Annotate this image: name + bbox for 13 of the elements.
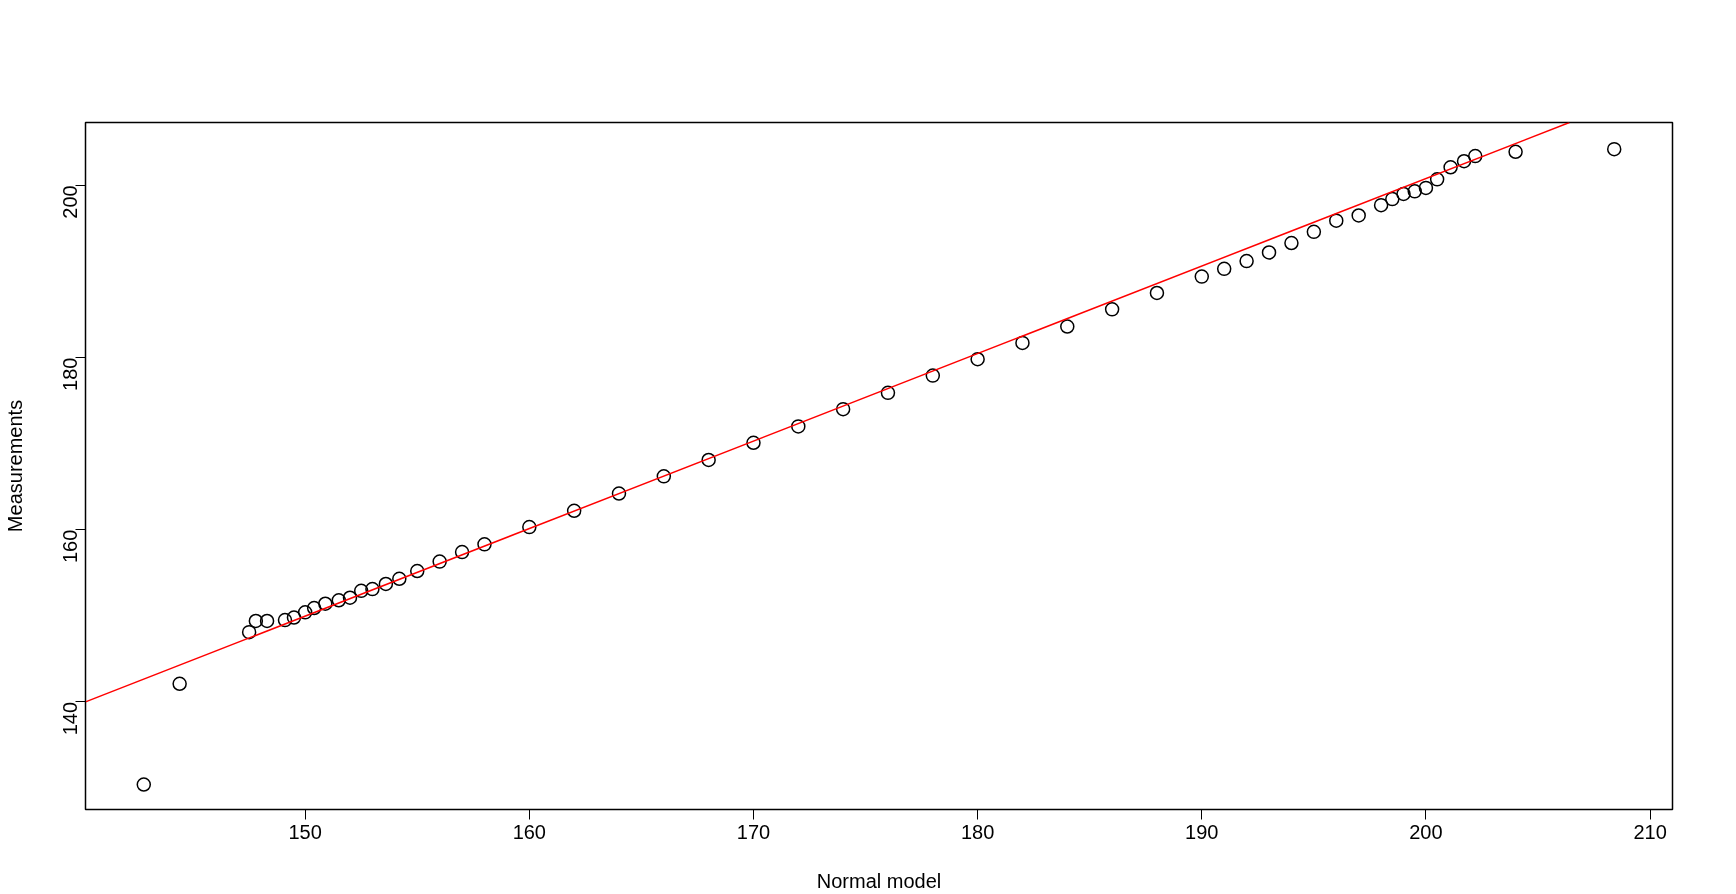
x-tick-label: 150 — [288, 820, 322, 843]
y-tick-label: 140 — [59, 701, 82, 736]
x-tick-label: 160 — [512, 820, 547, 843]
y-tick-label: 160 — [59, 529, 82, 564]
x-axis-title: Normal model — [816, 869, 942, 892]
x-tick-label: 180 — [960, 820, 995, 843]
y-tick-label: 180 — [59, 357, 82, 391]
x-tick-label: 170 — [736, 820, 771, 843]
x-tick-label: 200 — [1409, 820, 1443, 843]
x-tick-label: 190 — [1185, 820, 1219, 843]
y-axis-title: Measurements — [3, 399, 26, 533]
y-tick-label: 200 — [59, 185, 82, 219]
x-tick-label: 210 — [1633, 820, 1667, 843]
